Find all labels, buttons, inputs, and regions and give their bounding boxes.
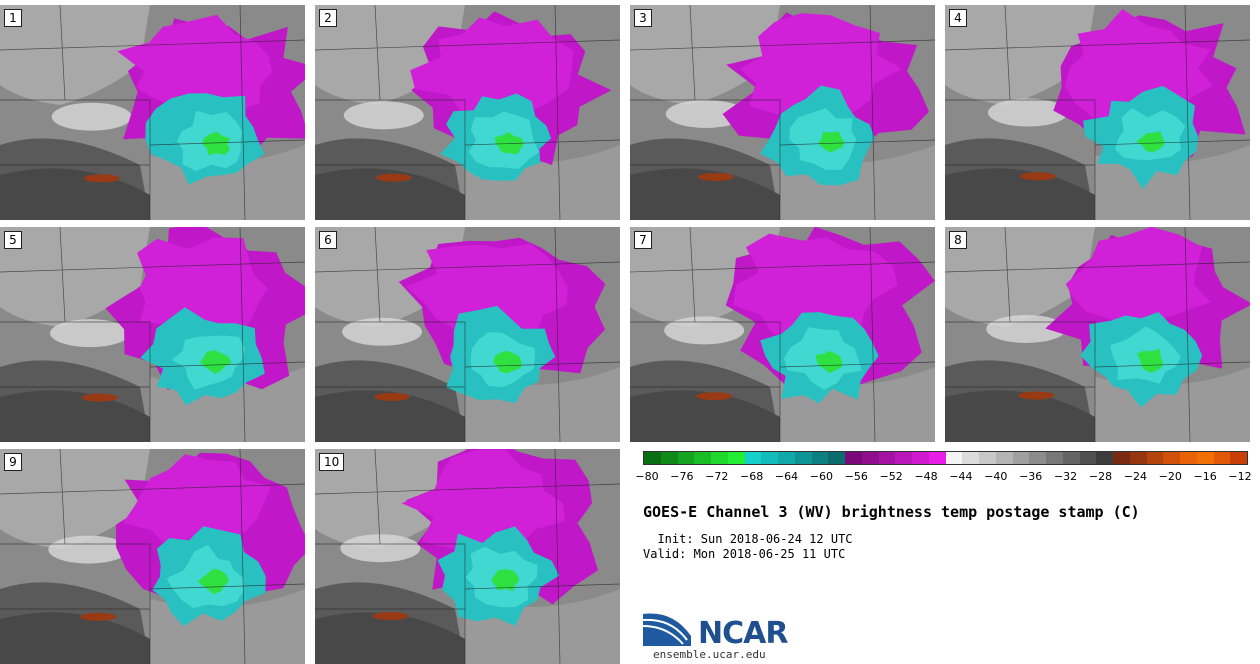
ensemble-member-panel: 5 bbox=[0, 227, 305, 442]
colorbar-segment bbox=[878, 452, 896, 464]
ncar-logo-icon bbox=[643, 613, 691, 646]
colorbar-segment bbox=[711, 452, 728, 464]
colorbar-segment bbox=[845, 452, 862, 464]
member-number-label: 1 bbox=[4, 9, 22, 27]
colorbar-segment bbox=[727, 452, 745, 464]
colorbar-segment bbox=[677, 452, 695, 464]
colorbar-segment bbox=[1096, 452, 1113, 464]
colorbar-tick-label: −20 bbox=[1158, 470, 1182, 483]
colorbar-tick-label: −16 bbox=[1193, 470, 1217, 483]
colorbar-segment bbox=[778, 452, 795, 464]
init-time: Init: Sun 2018-06-24 12 UTC bbox=[643, 532, 853, 546]
colorbar-segment bbox=[1012, 452, 1030, 464]
colorbar-segment bbox=[1146, 452, 1164, 464]
colorbar-segment bbox=[644, 452, 661, 464]
colorbar-segment bbox=[811, 452, 829, 464]
colorbar-segment bbox=[1046, 452, 1063, 464]
water-vapor-map bbox=[315, 227, 620, 442]
water-vapor-map bbox=[945, 5, 1250, 220]
colorbar-tick-label: −72 bbox=[705, 470, 729, 483]
colorbar bbox=[643, 451, 1248, 465]
ensemble-member-panel: 4 bbox=[945, 5, 1250, 220]
colorbar-segment bbox=[979, 452, 996, 464]
colorbar-segment bbox=[694, 452, 711, 464]
water-vapor-map bbox=[630, 227, 935, 442]
colorbar-segment bbox=[912, 452, 929, 464]
colorbar-segment bbox=[744, 452, 762, 464]
member-number-label: 8 bbox=[949, 231, 967, 249]
colorbar-segment bbox=[1113, 452, 1130, 464]
colorbar-segment bbox=[794, 452, 812, 464]
water-vapor-map bbox=[0, 449, 305, 664]
water-vapor-map bbox=[315, 5, 620, 220]
water-vapor-map bbox=[945, 227, 1250, 442]
ensemble-member-panel: 7 bbox=[630, 227, 935, 442]
member-number-label: 3 bbox=[634, 9, 652, 27]
colorbar-segment bbox=[1230, 452, 1247, 464]
colorbar-tick-label: −68 bbox=[740, 470, 764, 483]
ncar-logo-text: NCAR bbox=[698, 616, 788, 651]
valid-time: Valid: Mon 2018-06-25 11 UTC bbox=[643, 547, 846, 561]
member-number-label: 10 bbox=[319, 453, 345, 471]
colorbar-tick-label: −48 bbox=[914, 470, 938, 483]
colorbar-segment bbox=[1029, 452, 1046, 464]
colorbar-tick-label: −32 bbox=[1053, 470, 1078, 483]
ensemble-member-panel: 8 bbox=[945, 227, 1250, 442]
colorbar-segment bbox=[1213, 452, 1231, 464]
ensemble-member-panel: 6 bbox=[315, 227, 620, 442]
colorbar-segment bbox=[945, 452, 963, 464]
ensemble-member-panel: 1 bbox=[0, 5, 305, 220]
water-vapor-map bbox=[0, 227, 305, 442]
member-number-label: 2 bbox=[319, 9, 337, 27]
member-number-label: 9 bbox=[4, 453, 22, 471]
colorbar-segment bbox=[761, 452, 778, 464]
figure-title: GOES-E Channel 3 (WV) brightness temp po… bbox=[643, 503, 1140, 521]
colorbar-tick-label: −60 bbox=[809, 470, 834, 483]
colorbar-segment bbox=[1079, 452, 1097, 464]
colorbar-segment bbox=[928, 452, 946, 464]
colorbar-segment bbox=[1062, 452, 1080, 464]
colorbar-segment bbox=[1196, 452, 1214, 464]
member-number-label: 5 bbox=[4, 231, 22, 249]
colorbar-segment bbox=[828, 452, 845, 464]
colorbar-tick-label: −28 bbox=[1088, 470, 1113, 483]
colorbar-segment bbox=[660, 452, 678, 464]
colorbar-segment bbox=[895, 452, 912, 464]
member-number-label: 4 bbox=[949, 9, 967, 27]
ensemble-member-panel: 10 bbox=[315, 449, 620, 664]
colorbar-tick-label: −12 bbox=[1228, 470, 1252, 483]
member-number-label: 7 bbox=[634, 231, 652, 249]
colorbar-segment bbox=[962, 452, 979, 464]
colorbar-tick-label: −24 bbox=[1123, 470, 1147, 483]
colorbar-segment bbox=[995, 452, 1013, 464]
ensemble-member-panel: 9 bbox=[0, 449, 305, 664]
member-number-label: 6 bbox=[319, 231, 337, 249]
colorbar-segment bbox=[861, 452, 879, 464]
colorbar-tick-label: −80 bbox=[635, 470, 659, 483]
colorbar-segment bbox=[1129, 452, 1147, 464]
logo-url: ensemble.ucar.edu bbox=[653, 648, 766, 661]
ensemble-member-panel: 3 bbox=[630, 5, 935, 220]
colorbar-tick-label: −44 bbox=[949, 470, 973, 483]
colorbar-tick-label: −64 bbox=[774, 470, 799, 483]
colorbar-segment bbox=[1180, 452, 1197, 464]
water-vapor-map bbox=[315, 449, 620, 664]
colorbar-tick-label: −36 bbox=[1019, 470, 1043, 483]
colorbar-tick-label: −40 bbox=[984, 470, 1008, 483]
colorbar-tick-label: −76 bbox=[670, 470, 694, 483]
colorbar-tick-label: −52 bbox=[879, 470, 903, 483]
water-vapor-map bbox=[630, 5, 935, 220]
colorbar-ticks: −80 −76 −72 −68 −64 −60 −56 −52 −48 −44 −40 −36 −32−… bbox=[635, 470, 1252, 484]
ensemble-member-panel: 2 bbox=[315, 5, 620, 220]
colorbar-tick-label: −56 bbox=[844, 470, 868, 483]
colorbar-segment bbox=[1163, 452, 1180, 464]
water-vapor-map bbox=[0, 5, 305, 220]
